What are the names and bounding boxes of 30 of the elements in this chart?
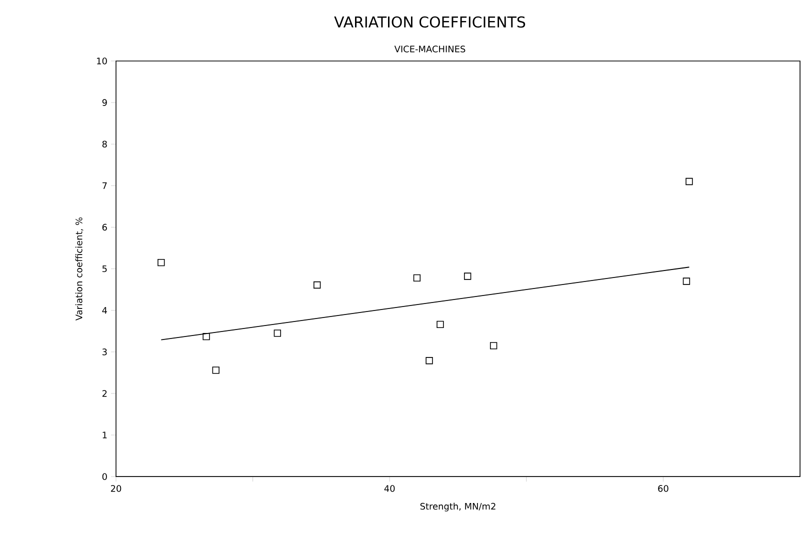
y-tick-label: 7 (102, 182, 107, 189)
point (212, 366, 220, 374)
y-tick-label: 10 (97, 58, 107, 64)
y-tick-label: 3 (102, 348, 107, 356)
point (413, 274, 421, 282)
y-tick-label: 9 (102, 99, 107, 106)
y-tick-label: 6 (102, 224, 107, 231)
point (436, 320, 444, 328)
point (464, 272, 472, 280)
x-tick-label: 20 (110, 485, 122, 492)
y-tick-label: 5 (102, 265, 107, 272)
point (682, 278, 690, 285)
point (158, 258, 165, 266)
point (314, 281, 321, 289)
point (202, 332, 210, 340)
point (426, 357, 433, 364)
point (686, 178, 693, 186)
y-tick-label: 8 (102, 140, 107, 148)
y-axis-title: Variation coefficient, % (75, 217, 84, 321)
point (490, 342, 498, 350)
x-tick-label: 60 (658, 485, 668, 492)
x-axis-title: Strength, MN/m2 (420, 502, 496, 512)
y-tick-label: 0 (102, 473, 107, 480)
y-tick-label: 1 (102, 432, 107, 438)
point (274, 330, 282, 337)
y-tick-label: 4 (102, 307, 107, 314)
chart-subtitle: VICE-MACHINES (394, 46, 466, 52)
y-tick-label: 2 (102, 390, 107, 397)
chart-title: VARIATION COEFFICIENTS (334, 16, 526, 28)
x-tick-label: 40 (384, 485, 395, 492)
